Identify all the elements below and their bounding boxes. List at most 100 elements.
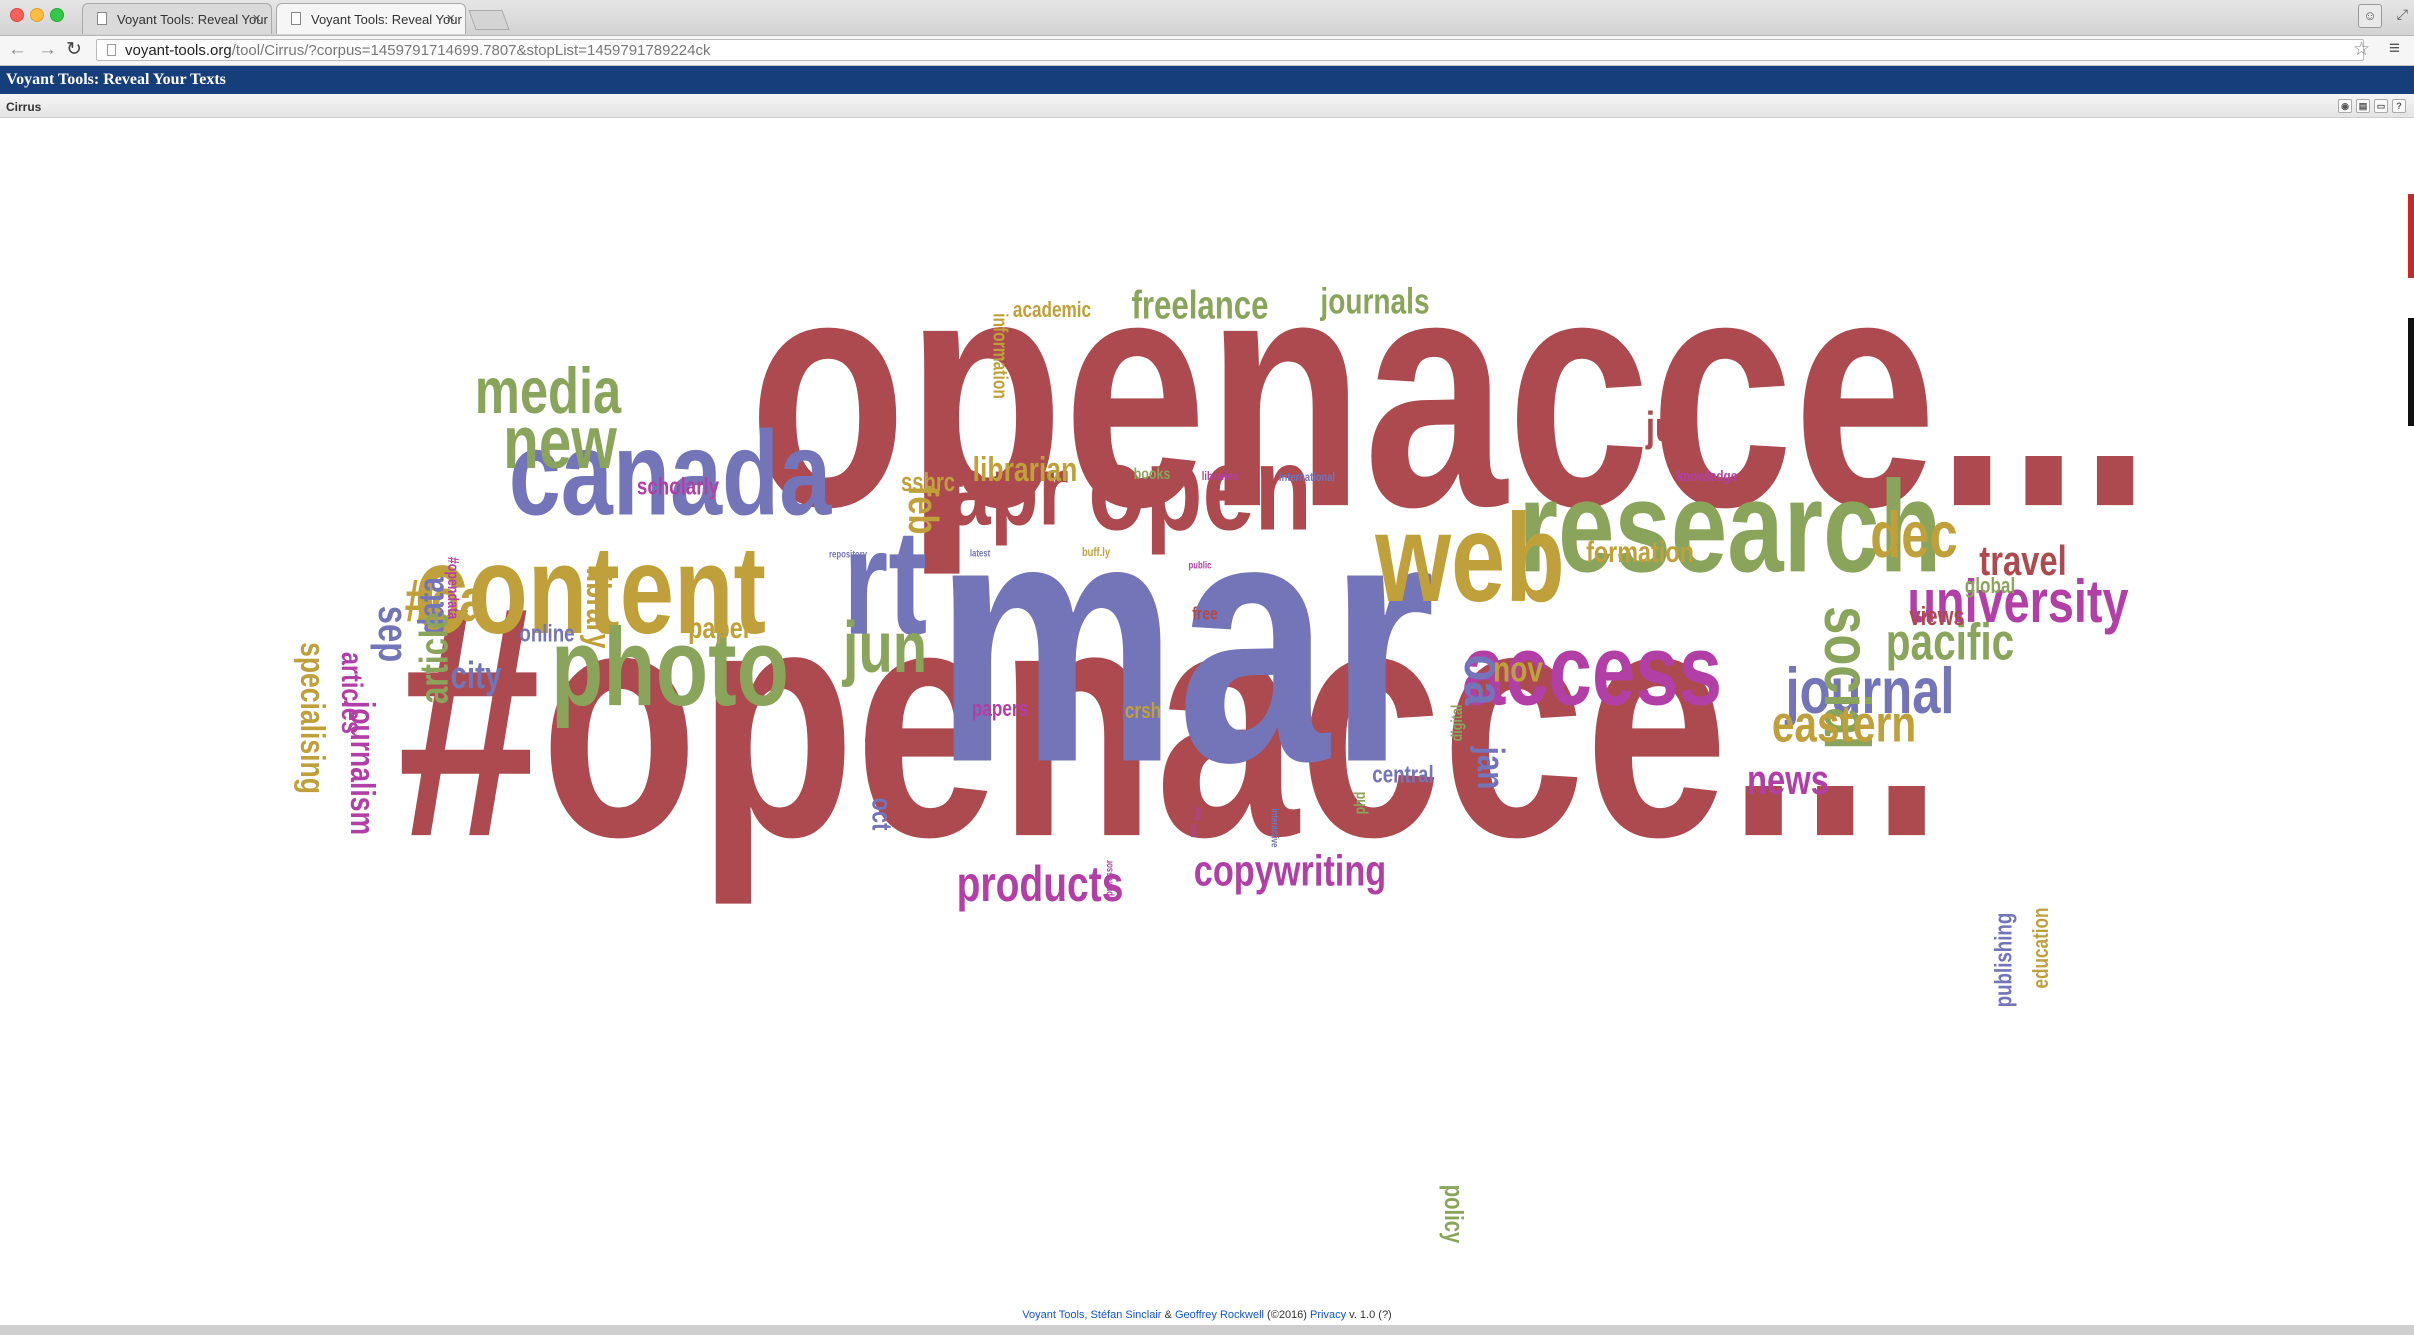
window-close-button[interactable] bbox=[10, 8, 24, 22]
cloud-word-books[interactable]: books bbox=[1134, 466, 1171, 484]
cloud-word-librarian[interactable]: librarian bbox=[973, 451, 1078, 489]
reload-icon[interactable]: ↻ bbox=[66, 39, 82, 60]
cloud-word-web[interactable]: web bbox=[1374, 488, 1564, 627]
cloud-word-journal[interactable]: journal bbox=[1785, 655, 1955, 727]
tab-close-icon[interactable]: × bbox=[446, 10, 455, 27]
cloud-word-apr[interactable]: apr bbox=[947, 435, 1068, 547]
cloud-word-read[interactable]: read bbox=[1189, 824, 1198, 837]
cloud-word-open[interactable]: open bbox=[1088, 422, 1312, 556]
cloud-word-oa[interactable]: #oa bbox=[405, 567, 487, 634]
footer-author-rockwell[interactable]: Geoffrey Rockwell bbox=[1174, 1309, 1264, 1321]
cloud-word-rt[interactable]: rt bbox=[843, 498, 927, 666]
cloud-word-latest[interactable]: latest bbox=[970, 548, 990, 559]
window-maximize-button[interactable] bbox=[50, 8, 64, 22]
cloud-word-copywriting[interactable]: copywriting bbox=[1194, 847, 1386, 896]
cloud-word-news[interactable]: news bbox=[1747, 756, 1829, 803]
cloud-word-online[interactable]: online bbox=[519, 620, 574, 647]
footer-author-sinclair[interactable]: Stéfan Sinclair bbox=[1090, 1309, 1162, 1321]
cloud-word-openacce[interactable]: #openacce... bbox=[397, 536, 1942, 907]
browser-tab-2[interactable]: Voyant Tools: Reveal Your × bbox=[276, 3, 466, 34]
cloud-word-sshrc[interactable]: sshrc bbox=[901, 467, 955, 496]
cloud-word-journalism[interactable]: journalism bbox=[343, 700, 381, 835]
export-icon[interactable]: ◉ bbox=[2338, 99, 2352, 113]
cloud-word-jul[interactable]: jul bbox=[1645, 403, 1684, 450]
cloud-word-data[interactable]: data bbox=[411, 576, 451, 635]
cloud-word-education[interactable]: education bbox=[2029, 908, 2054, 989]
cloud-word-oa[interactable]: oa bbox=[1453, 655, 1515, 707]
cloud-word-pacific[interactable]: pacific bbox=[1886, 613, 2014, 671]
help-icon[interactable]: ? bbox=[2392, 99, 2406, 113]
cloud-word-products[interactable]: products bbox=[957, 855, 1124, 912]
tab-close-icon[interactable]: × bbox=[252, 10, 261, 27]
cloud-word-research[interactable]: research bbox=[1519, 453, 1942, 599]
cloud-word-articles[interactable]: articles bbox=[335, 652, 368, 734]
cloud-word-access[interactable]: access bbox=[1462, 615, 1722, 727]
cloud-word-mar[interactable]: mar bbox=[935, 444, 1436, 835]
cloud-word-global[interactable]: global bbox=[1965, 574, 2016, 599]
cloud-word-photo[interactable]: photo bbox=[551, 606, 789, 729]
cloud-word-blog[interactable]: blog bbox=[1194, 807, 1203, 820]
cloud-word-central[interactable]: central bbox=[1372, 761, 1433, 788]
cloud-word-city[interactable]: city bbox=[450, 655, 501, 697]
new-tab-button[interactable] bbox=[468, 10, 510, 30]
cloud-word-freelance[interactable]: freelance bbox=[1132, 283, 1269, 328]
cloud-word-sep[interactable]: sep bbox=[370, 606, 417, 662]
footer-privacy-link[interactable]: Privacy bbox=[1310, 1309, 1347, 1321]
cloud-word-dec[interactable]: dec bbox=[1870, 499, 1957, 571]
cloud-word-academic[interactable]: academic bbox=[1013, 298, 1091, 323]
cloud-word-canada[interactable]: canada bbox=[509, 407, 833, 541]
cloud-word-information[interactable]: information bbox=[989, 313, 1011, 399]
app-title[interactable]: Voyant Tools: Reveal Your Texts bbox=[6, 71, 226, 88]
cloud-word-professor[interactable]: professor bbox=[1104, 860, 1115, 896]
cloud-word-jun[interactable]: jun bbox=[841, 607, 927, 687]
bookmark-star-icon[interactable]: ☆ bbox=[2352, 39, 2370, 60]
cloud-word-oct[interactable]: oct bbox=[866, 798, 897, 831]
cloud-word-policy[interactable]: policy bbox=[1440, 1185, 1469, 1244]
cloud-word-openacce[interactable]: openacce... bbox=[749, 206, 2151, 577]
cloud-word-university[interactable]: university bbox=[1907, 568, 2128, 635]
cloud-word-libraries[interactable]: libraries bbox=[1202, 470, 1238, 483]
hamburger-menu-icon[interactable]: ≡ bbox=[2388, 38, 2400, 59]
back-arrow-icon[interactable]: ← bbox=[8, 39, 27, 60]
cloud-word-knowledge[interactable]: knowledge bbox=[1677, 468, 1738, 485]
cloud-word-travel[interactable]: travel bbox=[1979, 537, 2066, 584]
cloud-word-social[interactable]: social bbox=[1810, 606, 1882, 750]
cloud-word-formation[interactable]: formation bbox=[1586, 535, 1694, 568]
cloud-word-scholarly[interactable]: scholarly bbox=[637, 473, 719, 500]
fullscreen-icon[interactable]: ⤢ bbox=[2396, 6, 2408, 22]
cloud-word-views[interactable]: views bbox=[1909, 601, 1964, 630]
profile-icon[interactable]: ☺ bbox=[2358, 4, 2382, 28]
cloud-word-digital[interactable]: digital bbox=[1449, 705, 1467, 742]
cloud-word-library[interactable]: library bbox=[579, 567, 617, 648]
cloud-word-publishing[interactable]: publishing bbox=[1990, 913, 2017, 1008]
cloud-word-content[interactable]: content bbox=[414, 520, 766, 659]
cloud-word-public[interactable]: public bbox=[1189, 560, 1212, 571]
cloud-word-aug[interactable]: aug bbox=[864, 704, 900, 748]
cloud-word-journals[interactable]: journals bbox=[1320, 281, 1430, 321]
cloud-word-buff-ly[interactable]: buff.ly bbox=[1082, 546, 1110, 559]
address-bar[interactable]: voyant-tools.org/tool/Cirrus/?corpus=145… bbox=[96, 39, 2364, 61]
cloud-word-phd[interactable]: phd bbox=[1352, 792, 1370, 815]
cloud-word-feb[interactable]: feb bbox=[900, 485, 947, 534]
footer-voyant-link[interactable]: Voyant Tools, bbox=[1022, 1309, 1091, 1321]
cloud-word-papers[interactable]: papers bbox=[972, 697, 1028, 722]
window-minimize-button[interactable] bbox=[30, 8, 44, 22]
cloud-word-repository[interactable]: repository bbox=[829, 549, 867, 560]
cloud-word-interactive[interactable]: interactive bbox=[1269, 809, 1280, 848]
cloud-word-paper[interactable]: paper bbox=[688, 611, 752, 644]
cloud-word-article[interactable]: article bbox=[412, 612, 457, 704]
cloud-word-crsh[interactable]: crsh bbox=[1125, 699, 1161, 724]
cloud-word-opendata[interactable]: #opendata bbox=[443, 557, 461, 620]
cloud-word-international[interactable]: international bbox=[1279, 471, 1335, 484]
browser-tab-1[interactable]: Voyant Tools: Reveal Your × bbox=[82, 3, 272, 34]
cloud-word-media[interactable]: media bbox=[475, 355, 622, 427]
cloud-word-new[interactable]: new bbox=[503, 401, 617, 485]
options-icon[interactable]: ▤ bbox=[2356, 99, 2370, 113]
cloud-word-jan[interactable]: jan bbox=[1469, 746, 1511, 790]
cloud-word-free[interactable]: free bbox=[1192, 604, 1218, 624]
cloud-word-specialising[interactable]: specialising bbox=[293, 642, 331, 794]
forward-arrow-icon[interactable]: → bbox=[38, 39, 57, 60]
cloud-word-nov[interactable]: nov bbox=[1493, 649, 1543, 689]
cloud-word-eastern[interactable]: eastern bbox=[1772, 695, 1916, 753]
window-icon[interactable]: ▭ bbox=[2374, 99, 2388, 113]
